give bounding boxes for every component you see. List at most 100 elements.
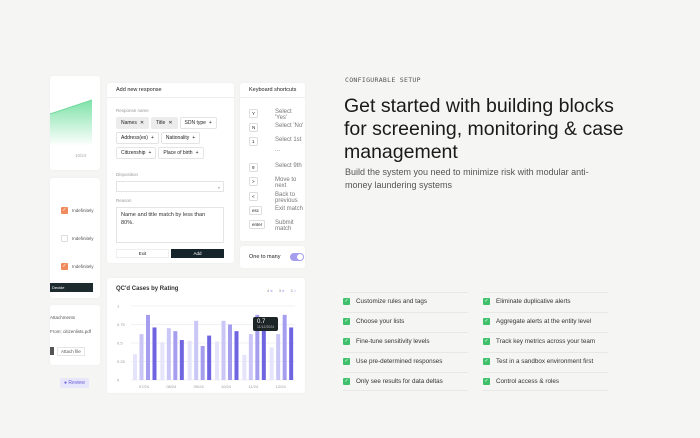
ellipsis: ... bbox=[275, 147, 281, 153]
one-to-many-toggle[interactable] bbox=[290, 253, 304, 261]
key-badge: > bbox=[249, 177, 258, 186]
legend-item: 4 ■ bbox=[267, 288, 273, 293]
bar bbox=[276, 334, 281, 380]
bar bbox=[261, 328, 266, 380]
feature-label: Use pre-determined responses bbox=[356, 358, 443, 365]
check-icon: ✓ bbox=[483, 378, 490, 385]
chip-title[interactable]: Title ✕ bbox=[151, 117, 178, 129]
chart-legend: 4 ■ 3 ■ 2 ■ bbox=[267, 288, 296, 293]
hero-subtitle: Build the system you need to minimize ri… bbox=[345, 167, 589, 190]
feature-label: Customize rules and tags bbox=[356, 298, 428, 305]
bar bbox=[234, 331, 239, 380]
chip-address[interactable]: Address(es) + bbox=[116, 132, 159, 144]
chip-place-of-birth[interactable]: Place of birth + bbox=[158, 147, 204, 159]
bar-chart: 0 0.25 0.5 0.75 1 07/24 08/24 09/24 10/24 11/24 12… bbox=[117, 304, 295, 389]
feature-item: ✓ Test in a sandbox environment first bbox=[483, 352, 608, 370]
row-label: Indefinitely bbox=[72, 208, 94, 213]
check-icon: ✓ bbox=[343, 298, 350, 305]
bar bbox=[173, 331, 178, 380]
attachments-card: Attachments From: citizenlists.pdf Attac… bbox=[50, 305, 100, 365]
shortcut-label: Select 'Yes' bbox=[275, 109, 292, 121]
check-icon: ✓ bbox=[343, 378, 350, 385]
key-badge: esc bbox=[249, 206, 263, 215]
bar bbox=[228, 324, 232, 380]
key-badge: N bbox=[249, 123, 259, 132]
feature-item: ✓ Aggregate alerts at the entity level bbox=[483, 312, 608, 330]
feature-item: ✓ Control access & roles bbox=[483, 372, 608, 390]
exit-button[interactable]: Exit bbox=[116, 249, 169, 258]
bar bbox=[242, 354, 247, 380]
qc-cases-chart-card: QC'd Cases by Rating 4 ■ 3 ■ 2 ■ 0 0.25 0.… bbox=[107, 278, 305, 393]
review-button[interactable]: ● Review bbox=[60, 378, 89, 388]
chart-tooltip: 0.7 11/12/2024 bbox=[253, 317, 279, 331]
feature-item: ✓ Eliminate duplicative alerts bbox=[483, 292, 608, 310]
feature-label: Aggregate alerts at the entity level bbox=[496, 318, 592, 325]
chip-sdn-type[interactable]: SDN type + bbox=[179, 117, 217, 129]
decide-button[interactable]: Decide bbox=[50, 283, 93, 292]
feature-item: ✓ Only see results for data deltas bbox=[343, 372, 468, 390]
feature-item: ✓ Fine-tune sensitivity levels bbox=[343, 332, 468, 350]
feature-label: Eliminate duplicative alerts bbox=[496, 298, 571, 305]
bar bbox=[152, 327, 157, 380]
chart-x-label: 10/24 bbox=[75, 153, 87, 158]
shortcut-label: Back to previous bbox=[275, 192, 298, 204]
check-icon: ✓ bbox=[343, 318, 350, 325]
row-label: Indefinitely bbox=[72, 264, 94, 269]
checkbox[interactable] bbox=[61, 235, 68, 242]
attachments-label: Attachments bbox=[50, 315, 76, 320]
x-tick-label: 09/24 bbox=[194, 384, 205, 389]
bar bbox=[248, 334, 253, 380]
duration-card: ✓ Indefinitely Indefinitely ✓ Indefinitely… bbox=[50, 178, 100, 298]
one-to-many-card: One to many bbox=[240, 246, 305, 268]
area-chart-card: 10/24 bbox=[50, 76, 100, 170]
add-button[interactable]: Add bbox=[171, 249, 224, 258]
plus-icon: + bbox=[208, 120, 212, 126]
key-badge: Y bbox=[249, 109, 259, 118]
eyebrow: CONFIGURABLE SETUP bbox=[345, 76, 421, 84]
x-tick-label: 12/24 bbox=[276, 384, 287, 389]
checkbox[interactable]: ✓ bbox=[61, 263, 68, 270]
legend-item: 3 ■ bbox=[278, 288, 285, 293]
add-response-card: Add new response Response name Names ✕ Ti… bbox=[107, 83, 234, 263]
legend-item: 2 ■ bbox=[290, 288, 297, 293]
check-icon: ✓ bbox=[343, 358, 350, 365]
shortcut-label: Exit match bbox=[275, 206, 304, 212]
reason-textarea[interactable]: Name and title match by less than 80%. bbox=[116, 207, 224, 243]
bar bbox=[139, 334, 144, 380]
checkbox[interactable]: ✓ bbox=[61, 207, 68, 214]
row-label: Indefinitely bbox=[72, 236, 94, 241]
shortcut-label: Select 1st bbox=[275, 137, 302, 143]
key-badge: 1 bbox=[249, 137, 258, 146]
shortcut-label: Select 'No' bbox=[275, 123, 304, 129]
feature-item: ✓ Use pre-determined responses bbox=[343, 352, 468, 370]
feature-item: ✓ Track key metrics across your team bbox=[483, 332, 608, 350]
chip-nationality[interactable]: Nationality + bbox=[160, 132, 201, 144]
x-tick-label: 11/24 bbox=[248, 384, 258, 389]
check-icon: ✓ bbox=[343, 338, 350, 345]
bar bbox=[133, 354, 137, 380]
shortcut-label: Move to next bbox=[275, 177, 297, 189]
check-icon: ✓ bbox=[483, 338, 490, 345]
close-icon: ✕ bbox=[139, 120, 145, 126]
disposition-select[interactable]: ▾ bbox=[116, 181, 224, 192]
y-tick-label: 0 bbox=[117, 378, 120, 383]
toggle-label: One to many bbox=[249, 254, 281, 260]
area-chart bbox=[50, 99, 93, 146]
x-tick-label: 07/24 bbox=[139, 384, 150, 389]
feature-label: Only see results for data deltas bbox=[356, 378, 443, 385]
y-tick-label: 1 bbox=[117, 304, 120, 309]
chip-citizenship[interactable]: Citizenship + bbox=[116, 147, 157, 159]
plus-icon: + bbox=[192, 135, 196, 141]
attach-file-button[interactable]: Attach file bbox=[57, 347, 85, 356]
y-tick-label: 0.75 bbox=[117, 322, 126, 327]
bar bbox=[282, 314, 287, 380]
field-label: Reason bbox=[116, 198, 132, 203]
y-tick-label: 0.5 bbox=[117, 341, 123, 346]
chart-title: QC'd Cases by Rating bbox=[116, 286, 179, 292]
key-badge: enter bbox=[249, 220, 266, 229]
x-tick-label: 10/24 bbox=[221, 384, 232, 389]
chip-names[interactable]: Names ✕ bbox=[116, 117, 150, 129]
keyboard-shortcuts-card: Keyboard shortcuts Y Select 'Yes' N Select… bbox=[240, 83, 305, 241]
bar bbox=[194, 320, 199, 380]
close-icon: ✕ bbox=[168, 120, 173, 126]
